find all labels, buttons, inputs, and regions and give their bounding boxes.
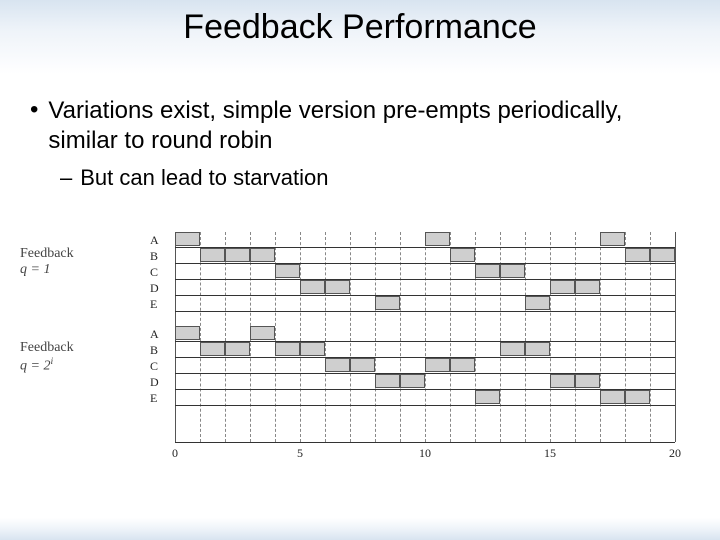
row-label: E xyxy=(150,390,170,406)
bullet-dot-icon: • xyxy=(30,96,38,124)
chart-row xyxy=(175,358,675,374)
gantt-bar xyxy=(475,264,500,278)
chart-row xyxy=(175,264,675,280)
bullet-main-text: Variations exist, simple version pre-emp… xyxy=(48,96,690,156)
gantt-bar xyxy=(550,374,575,388)
chart-row xyxy=(175,390,675,406)
grid-area xyxy=(175,232,675,442)
gantt-bar xyxy=(450,358,475,372)
gantt-bar xyxy=(500,342,525,356)
row-label: E xyxy=(150,296,170,312)
bullet-sub-text: But can lead to starvation xyxy=(80,164,328,192)
row-label: D xyxy=(150,280,170,296)
page-title: Feedback Performance xyxy=(183,8,536,47)
body-area: • Variations exist, simple version pre-e… xyxy=(0,74,720,192)
x-tick-label: 20 xyxy=(660,446,690,461)
gantt-bar xyxy=(375,374,400,388)
x-tick-label: 0 xyxy=(160,446,190,461)
grid-line xyxy=(675,232,676,442)
row-label: C xyxy=(150,264,170,280)
row-label: A xyxy=(150,232,170,248)
gantt-bar xyxy=(625,390,650,404)
row-baseline xyxy=(175,311,675,312)
gantt-bar xyxy=(300,280,325,294)
x-axis-ticks: 05101520 xyxy=(175,446,675,464)
gantt-bar xyxy=(600,232,625,246)
gantt-bar xyxy=(200,248,225,262)
series-label-1: Feedback q = 2i xyxy=(20,340,90,375)
gantt-bar xyxy=(625,248,650,262)
gantt-bar xyxy=(375,296,400,310)
gantt-bar xyxy=(225,248,250,262)
row-labels-1: A B C D E xyxy=(150,326,170,406)
gantt-bar xyxy=(425,358,450,372)
bullet-dash-icon: – xyxy=(60,164,72,192)
chart-row xyxy=(175,374,675,390)
gantt-bar xyxy=(225,342,250,356)
gantt-bar xyxy=(275,342,300,356)
series-q-1: q = 2i xyxy=(20,356,90,375)
footer-band xyxy=(0,518,720,540)
gantt-bar xyxy=(575,374,600,388)
x-tick-label: 15 xyxy=(535,446,565,461)
gantt-bar xyxy=(525,296,550,310)
chart-row xyxy=(175,326,675,342)
row-baseline xyxy=(175,405,675,406)
gantt-bar xyxy=(200,342,225,356)
gantt-bar xyxy=(275,264,300,278)
gantt-bar xyxy=(550,280,575,294)
series-label-0: Feedback q = 1 xyxy=(20,246,90,278)
gantt-bar xyxy=(425,232,450,246)
gantt-bar xyxy=(325,358,350,372)
gantt-bar xyxy=(250,326,275,340)
gantt-bar xyxy=(575,280,600,294)
gantt-bar xyxy=(450,248,475,262)
header-band: Feedback Performance xyxy=(0,0,720,74)
gantt-chart: Feedback q = 1 A B C D E Feedback q = 2i… xyxy=(20,232,700,482)
chart-row xyxy=(175,232,675,248)
row-label: B xyxy=(150,342,170,358)
gantt-bar xyxy=(175,232,200,246)
series-q-0: q = 1 xyxy=(20,262,90,278)
bullet-sub: – But can lead to starvation xyxy=(60,164,690,192)
gantt-bar xyxy=(600,390,625,404)
series-name-0: Feedback xyxy=(20,246,90,262)
x-axis xyxy=(175,442,675,443)
chart-row xyxy=(175,342,675,358)
gantt-bar xyxy=(500,264,525,278)
gantt-bar xyxy=(525,342,550,356)
chart-row xyxy=(175,296,675,312)
gantt-bar xyxy=(175,326,200,340)
row-label: B xyxy=(150,248,170,264)
row-label: D xyxy=(150,374,170,390)
chart-row xyxy=(175,248,675,264)
gantt-bar xyxy=(475,390,500,404)
x-tick-label: 5 xyxy=(285,446,315,461)
row-label: A xyxy=(150,326,170,342)
bullet-main: • Variations exist, simple version pre-e… xyxy=(30,96,690,156)
gantt-bar xyxy=(300,342,325,356)
gantt-bar xyxy=(325,280,350,294)
gantt-bar xyxy=(650,248,675,262)
gantt-bar xyxy=(400,374,425,388)
x-tick-label: 10 xyxy=(410,446,440,461)
chart-row xyxy=(175,280,675,296)
gantt-bar xyxy=(350,358,375,372)
series-name-1: Feedback xyxy=(20,340,90,356)
row-labels-0: A B C D E xyxy=(150,232,170,312)
gantt-bar xyxy=(250,248,275,262)
row-label: C xyxy=(150,358,170,374)
